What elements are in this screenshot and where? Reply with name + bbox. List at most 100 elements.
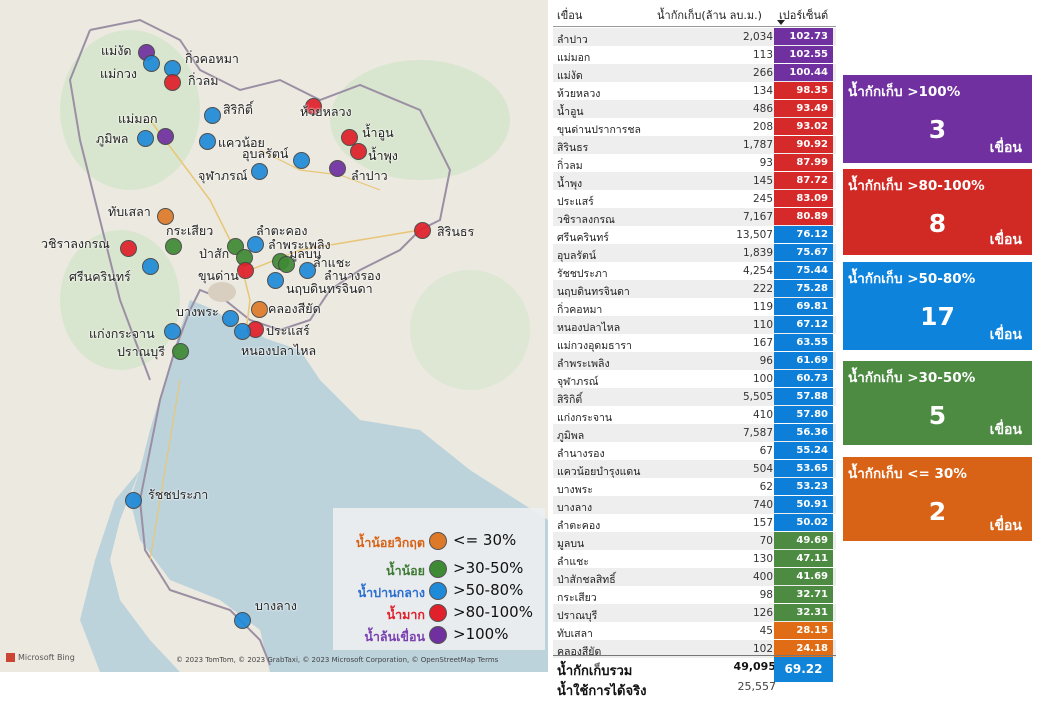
dam-marker[interactable] <box>142 258 159 275</box>
card-title: น้ำกักเก็บ <= 30% <box>848 466 967 482</box>
sort-desc-icon[interactable] <box>777 20 785 25</box>
legend-label: น้ำปานกลาง <box>357 585 425 600</box>
total-volume: 49,095 <box>733 660 776 673</box>
bing-logo: Microsoft Bing <box>6 653 75 662</box>
table-row[interactable]: น้ำพุง 145 87.72 <box>553 172 836 190</box>
dam-marker[interactable] <box>137 130 154 147</box>
table-row[interactable]: ลำปาว 2,034 102.73 <box>553 28 836 46</box>
table-row[interactable]: นฤบดินทรจินดา 222 75.28 <box>553 280 836 298</box>
table-row[interactable]: กระเสียว 98 32.71 <box>553 586 836 604</box>
summary-card[interactable]: น้ำกักเก็บ >100% 3 เขื่อน <box>843 75 1032 163</box>
table-row[interactable]: บางพระ 62 53.23 <box>553 478 836 496</box>
dam-marker[interactable] <box>341 129 358 146</box>
table-row[interactable]: ป่าสักชลสิทธิ์ 400 41.69 <box>553 568 836 586</box>
header-dam[interactable]: เขื่อน <box>557 9 583 22</box>
table-row[interactable]: มูลบน 70 49.69 <box>553 532 836 550</box>
table-row[interactable]: ขุนด่านปราการชล 208 93.02 <box>553 118 836 136</box>
table-row[interactable]: อุบลรัตน์ 1,839 75.67 <box>553 244 836 262</box>
cell-dam-name: ลำแชะ <box>557 556 589 568</box>
dam-marker[interactable] <box>251 301 268 318</box>
map-visual[interactable]: แม่งัด แม่กวง กิ่วคอหมา กิ่วลม สิริกิติ์ ห้วย… <box>0 0 548 672</box>
table-row[interactable]: ทับเสลา 45 28.15 <box>553 622 836 640</box>
summary-card[interactable]: น้ำกักเก็บ >80-100% 8 เขื่อน <box>843 169 1032 255</box>
dam-marker[interactable] <box>278 256 295 273</box>
table-row[interactable]: แควน้อยบำรุงแดน 504 53.65 <box>553 460 836 478</box>
table-row[interactable]: สิริกิติ์ 5,505 57.88 <box>553 388 836 406</box>
map-copyright[interactable]: © 2023 TomTom, © 2023 GrabTaxi, © 2023 M… <box>176 656 499 664</box>
dam-marker-label: กิ่วคอหมา <box>185 51 239 66</box>
dam-marker[interactable] <box>222 310 239 327</box>
dam-marker[interactable] <box>157 128 174 145</box>
dam-marker-label: แม่มอก <box>118 111 158 126</box>
cell-percent: 75.67 <box>774 244 833 261</box>
summary-card[interactable]: น้ำกักเก็บ >30-50% 5 เขื่อน <box>843 361 1032 445</box>
table-row[interactable]: ลำตะคอง 157 50.02 <box>553 514 836 532</box>
dam-marker[interactable] <box>267 272 284 289</box>
table-row[interactable]: หนองปลาไหล 110 67.12 <box>553 316 836 334</box>
table-row[interactable]: ภูมิพล 7,587 56.36 <box>553 424 836 442</box>
table-row[interactable]: น้ำอูน 486 93.49 <box>553 100 836 118</box>
card-title: น้ำกักเก็บ >100% <box>848 84 961 100</box>
dam-marker[interactable] <box>199 133 216 150</box>
header-percent[interactable]: เปอร์เซ็นต์ <box>779 9 829 22</box>
table-row[interactable]: รัชชประภา 4,254 75.44 <box>553 262 836 280</box>
table-row[interactable]: วชิราลงกรณ 7,167 80.89 <box>553 208 836 226</box>
dam-marker[interactable] <box>164 323 181 340</box>
table-row[interactable]: ศรีนครินทร์ 13,507 76.12 <box>553 226 836 244</box>
dam-marker-label: ภูมิพล <box>96 131 129 146</box>
cell-percent: 67.12 <box>774 316 833 333</box>
dam-marker[interactable] <box>143 55 160 72</box>
table-row[interactable]: แก่งกระจาน 410 57.80 <box>553 406 836 424</box>
cell-percent: 56.36 <box>774 424 833 441</box>
cell-volume: 1,839 <box>742 247 773 259</box>
dam-marker[interactable] <box>165 238 182 255</box>
dam-marker[interactable] <box>293 152 310 169</box>
dam-marker[interactable] <box>414 222 431 239</box>
dam-marker[interactable] <box>234 612 251 629</box>
dam-marker[interactable] <box>350 143 367 160</box>
table-row[interactable]: แม่มอก 113 102.55 <box>553 46 836 64</box>
dam-marker[interactable] <box>237 262 254 279</box>
table-row[interactable]: กิ่วลม 93 87.99 <box>553 154 836 172</box>
dam-marker[interactable] <box>299 262 316 279</box>
cell-volume: 208 <box>752 121 773 133</box>
summary-card[interactable]: น้ำกักเก็บ <= 30% 2 เขื่อน <box>843 457 1032 541</box>
dam-marker[interactable] <box>164 74 181 91</box>
dam-marker[interactable] <box>329 160 346 177</box>
dam-marker-label: นฤบดินทรจินดา <box>286 281 373 296</box>
dam-marker[interactable] <box>247 236 264 253</box>
cell-volume: 504 <box>752 463 773 475</box>
cell-percent: 32.71 <box>774 586 833 603</box>
cell-volume: 740 <box>752 499 773 511</box>
dam-marker[interactable] <box>120 240 137 257</box>
legend-swatch <box>429 604 447 622</box>
dam-marker[interactable] <box>204 107 221 124</box>
dam-marker[interactable] <box>172 343 189 360</box>
dam-marker[interactable] <box>251 163 268 180</box>
header-volume[interactable]: น้ำกักเก็บ(ล้าน ลบ.ม.) <box>657 9 762 22</box>
card-title: น้ำกักเก็บ >50-80% <box>848 271 976 287</box>
table-row[interactable]: แม่กวงอุดมธารา 167 63.55 <box>553 334 836 352</box>
table-row[interactable]: ลำแชะ 130 47.11 <box>553 550 836 568</box>
cell-volume: 113 <box>752 49 773 61</box>
table-row[interactable]: คลองสียัด 102 24.18 <box>553 640 836 658</box>
table-row[interactable]: สิรินธร 1,787 90.92 <box>553 136 836 154</box>
dam-marker[interactable] <box>305 98 322 115</box>
dam-marker[interactable] <box>157 208 174 225</box>
table-row[interactable]: ลำนางรอง 67 55.24 <box>553 442 836 460</box>
table-row[interactable]: ลำพระเพลิง 96 61.69 <box>553 352 836 370</box>
table-row[interactable]: จุฬาภรณ์ 100 60.73 <box>553 370 836 388</box>
table-row[interactable]: ห้วยหลวง 134 98.35 <box>553 82 836 100</box>
table-row[interactable]: แม่งัด 266 100.44 <box>553 64 836 82</box>
dam-marker[interactable] <box>234 323 251 340</box>
cell-dam-name: ลำพระเพลิง <box>557 358 610 370</box>
table-row[interactable]: กิ่วคอหมา 119 69.81 <box>553 298 836 316</box>
dam-marker[interactable] <box>125 492 142 509</box>
table-row[interactable]: บางลาง 740 50.91 <box>553 496 836 514</box>
table-row[interactable]: ปราณบุรี 126 32.31 <box>553 604 836 622</box>
card-count: 17 <box>920 302 955 331</box>
cell-volume: 4,254 <box>742 265 773 277</box>
table-row[interactable]: ประแสร์ 245 83.09 <box>553 190 836 208</box>
summary-card[interactable]: น้ำกักเก็บ >50-80% 17 เขื่อน <box>843 262 1032 350</box>
used-label: น้ำใช้การได้จริง <box>557 684 647 699</box>
